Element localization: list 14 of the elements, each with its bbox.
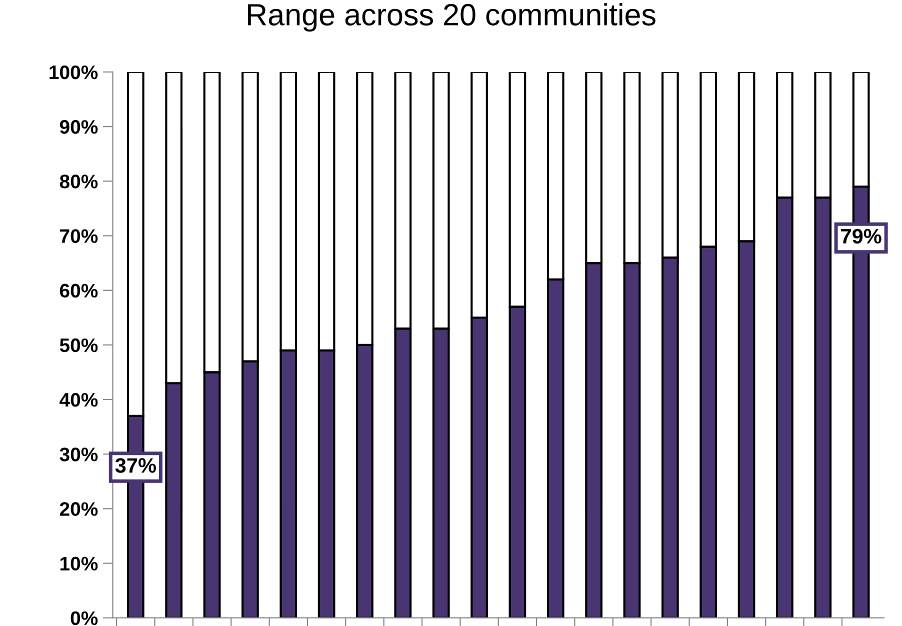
y-tick-label: 100%: [50, 65, 98, 80]
chart-title: Range across 20 communities: [248, 3, 656, 32]
y-tick-label: 50%: [60, 338, 98, 352]
y-tick-label: 20%: [60, 502, 98, 516]
data-label: 79%: [841, 228, 882, 244]
y-tick-label: 60%: [60, 284, 98, 298]
y-tick-label: 30%: [60, 448, 98, 462]
y-tick-label: 0%: [70, 611, 98, 626]
y-tick-label: 70%: [60, 229, 98, 243]
y-tick-label: 10%: [60, 556, 98, 571]
data-label: 37%: [115, 458, 156, 473]
y-tick-label: 90%: [60, 120, 98, 134]
y-tick-label: 80%: [60, 174, 98, 188]
y-tick-label: 40%: [60, 392, 98, 407]
